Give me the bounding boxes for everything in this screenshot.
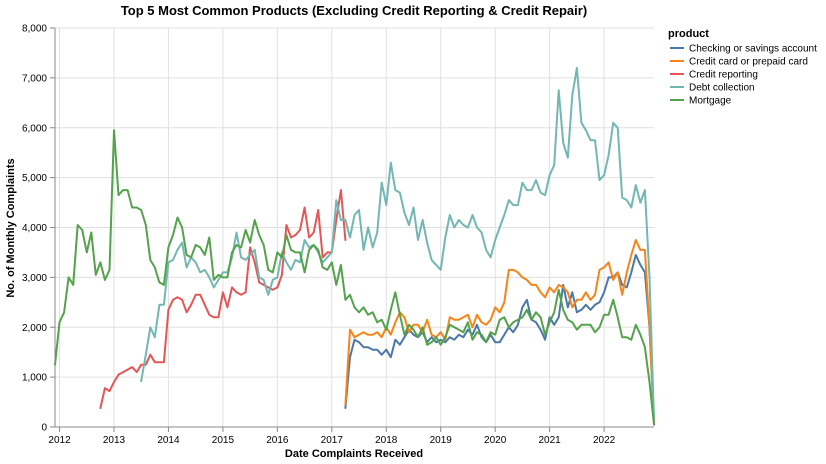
x-tick-label: 2015 — [212, 435, 235, 446]
y-tick-label: 6,000 — [22, 123, 47, 134]
series-line-mortgage — [54, 129, 655, 426]
legend-label-credit-reporting: Credit reporting — [689, 70, 758, 81]
y-tick-label: 4,000 — [22, 223, 47, 234]
legend-label-credit-card-or-prepaid-card: Credit card or prepaid card — [689, 57, 808, 68]
x-tick-label: 2016 — [266, 435, 289, 446]
y-axis-title: No. of Monthly Complaints — [5, 158, 17, 297]
x-tick-label: 2020 — [484, 435, 507, 446]
series-line-checking-or-savings-account — [344, 253, 655, 426]
y-tick-label: 7,000 — [22, 73, 47, 84]
series-line-debt-collection — [140, 66, 655, 421]
y-tick-label: 8,000 — [22, 24, 47, 35]
grid — [55, 27, 654, 428]
legend: product Checking or savings account Credi… — [668, 28, 817, 107]
legend-label-checking-or-savings-account: Checking or savings account — [689, 44, 817, 55]
y-tick-label: 3,000 — [22, 273, 47, 284]
x-tick-label: 2012 — [48, 435, 71, 446]
x-tick-label: 2022 — [593, 435, 616, 446]
legend-label-mortgage: Mortgage — [689, 96, 732, 107]
axes: 0 1,000 2,000 3,000 4,000 5,000 6,000 7,000 8,00… — [22, 24, 654, 446]
y-tick-label: 1,000 — [22, 373, 47, 384]
x-tick-label: 2017 — [321, 435, 344, 446]
x-tick-label: 2019 — [430, 435, 453, 446]
chart-title: Top 5 Most Common Products (Excluding Cr… — [121, 3, 587, 18]
x-tick-label: 2014 — [157, 435, 180, 446]
series-line-credit-reporting — [99, 189, 347, 409]
y-tick-label: 0 — [41, 423, 47, 434]
series-line-credit-card-or-prepaid-card — [344, 239, 655, 423]
legend-title: product — [668, 28, 709, 40]
legend-label-debt-collection: Debt collection — [689, 83, 755, 94]
y-tick-label: 2,000 — [22, 323, 47, 334]
x-tick-label: 2013 — [103, 435, 126, 446]
x-tick-label: 2021 — [539, 435, 562, 446]
x-axis-title: Date Complaints Received — [285, 448, 423, 460]
x-tick-label: 2018 — [375, 435, 398, 446]
series-lines — [54, 66, 655, 426]
y-tick-label: 5,000 — [22, 173, 47, 184]
